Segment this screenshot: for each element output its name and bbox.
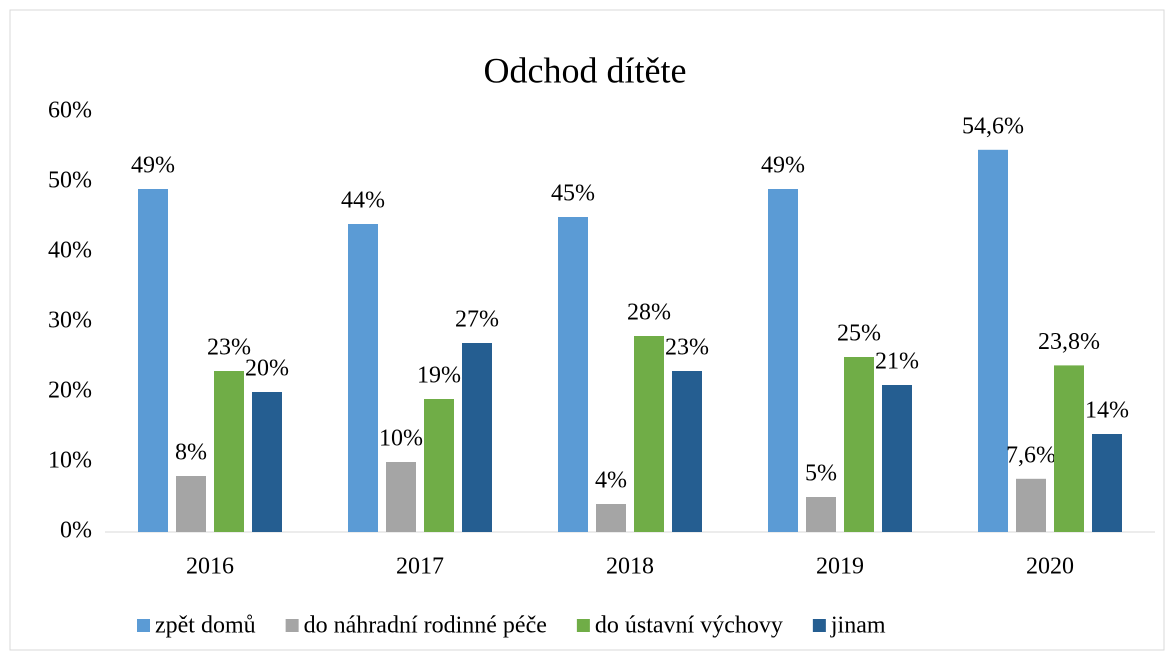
data-label: 21%	[875, 349, 919, 375]
bar	[596, 504, 626, 532]
legend-swatch	[812, 619, 826, 632]
bar	[844, 357, 874, 532]
data-label: 28%	[627, 300, 671, 326]
bar	[252, 392, 282, 532]
data-label: 10%	[379, 426, 423, 452]
x-tick-label: 2017	[396, 554, 444, 580]
bar	[634, 336, 664, 532]
x-tick-label: 2019	[816, 554, 864, 580]
legend-swatch	[137, 619, 150, 632]
bar	[462, 343, 492, 532]
bar	[176, 476, 206, 532]
bar	[386, 462, 416, 532]
bar	[424, 399, 454, 532]
data-label: 23%	[665, 335, 709, 361]
y-tick-label: 60%	[48, 98, 92, 124]
data-label: 23,8%	[1038, 329, 1100, 355]
y-tick-label: 10%	[48, 448, 92, 474]
legend-label: jinam	[830, 613, 886, 639]
data-label: 20%	[245, 356, 289, 382]
bar	[768, 189, 798, 532]
bar	[348, 224, 378, 532]
legend-label: zpět domů	[155, 613, 256, 639]
bar	[806, 497, 836, 532]
bar	[1092, 434, 1122, 532]
y-tick-label: 40%	[48, 238, 92, 264]
data-label: 54,6%	[962, 113, 1024, 139]
chart-title: Odchod dítěte	[484, 50, 687, 90]
data-label: 23%	[207, 335, 251, 361]
bar	[138, 189, 168, 532]
data-label: 19%	[417, 363, 461, 389]
y-tick-label: 20%	[48, 378, 92, 404]
bar	[1016, 478, 1046, 532]
legend-label: do náhradní rodinné péče	[304, 613, 547, 639]
legend-swatch	[576, 619, 590, 632]
y-tick-label: 0%	[60, 518, 92, 544]
x-tick-label: 2018	[606, 554, 654, 580]
bar	[558, 217, 588, 532]
data-label: 4%	[595, 468, 627, 494]
x-tick-label: 2020	[1026, 554, 1074, 580]
legend-label: do ústavní výchovy	[595, 613, 783, 639]
bar	[978, 149, 1008, 533]
data-label: 5%	[805, 461, 837, 487]
data-label: 44%	[341, 188, 385, 214]
data-label: 14%	[1085, 398, 1129, 424]
data-label: 49%	[761, 153, 805, 179]
legend-swatch	[285, 619, 299, 632]
data-label: 25%	[837, 321, 881, 347]
data-label: 49%	[131, 153, 175, 179]
y-tick-label: 30%	[48, 308, 92, 334]
bar	[1054, 365, 1084, 532]
data-label: 45%	[551, 181, 595, 207]
data-label: 8%	[175, 440, 207, 466]
bar	[672, 371, 702, 532]
bar	[882, 385, 912, 532]
data-label: 7,6%	[1006, 442, 1056, 468]
x-tick-label: 2016	[186, 554, 234, 580]
y-tick-label: 50%	[48, 168, 92, 194]
bar	[214, 371, 244, 532]
data-label: 27%	[455, 307, 499, 333]
